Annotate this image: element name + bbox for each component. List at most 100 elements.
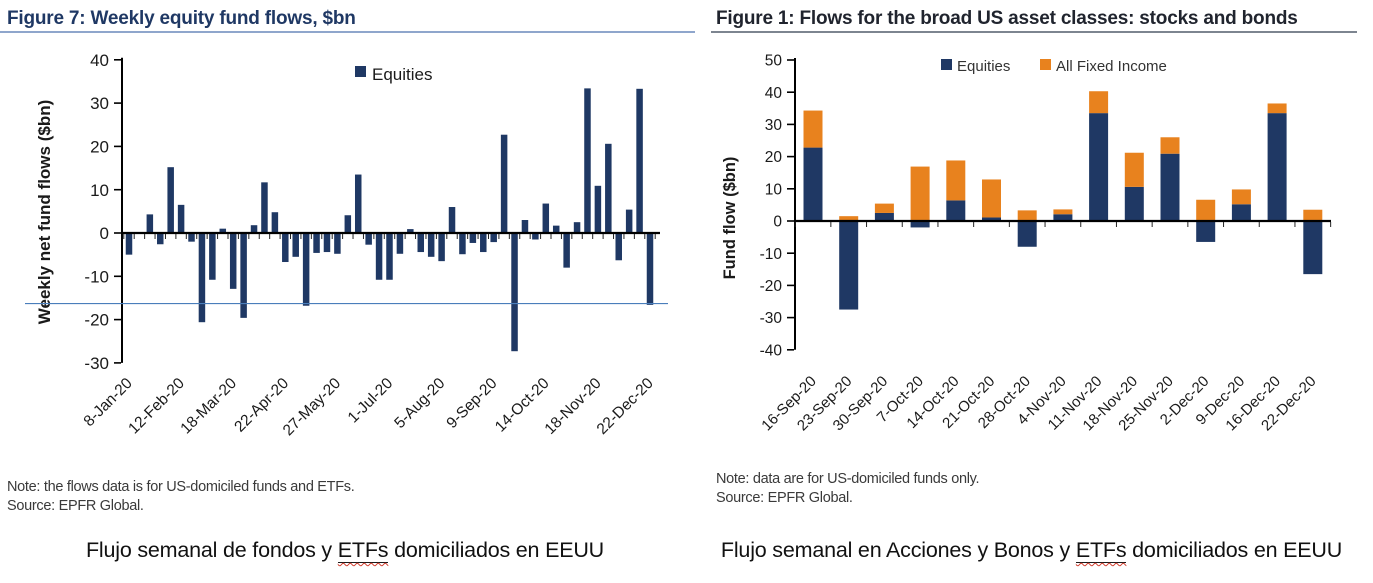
bar-equities — [261, 182, 268, 233]
bar-equities — [605, 143, 612, 233]
bar-equities — [469, 233, 477, 243]
bar-equities — [240, 233, 247, 318]
y-axis-title: Weekly net fund flows ($bn) — [35, 100, 54, 324]
y-tick-label: 10 — [765, 181, 783, 198]
bar-fixed-income — [874, 203, 894, 213]
y-tick-label: 40 — [90, 51, 109, 70]
x-tick-label: 22-Dec-20 — [594, 375, 657, 438]
legend-label-equities: Equities — [957, 58, 1010, 75]
figure7-note: Note: the flows data is for US-domiciled… — [7, 478, 355, 516]
bar-equities — [532, 233, 539, 240]
y-tick-label: -30 — [760, 310, 783, 327]
y-tick-label: 20 — [90, 138, 109, 157]
bar-fixed-income — [1124, 152, 1144, 187]
bar-fixed-income — [1089, 91, 1109, 114]
bar-equities — [839, 221, 859, 310]
bar-equities — [1196, 221, 1216, 242]
legend-label-fixed-income: All Fixed Income — [1056, 58, 1167, 75]
y-tick-label: 50 — [765, 53, 783, 70]
bar-equities — [375, 233, 383, 280]
bar-fixed-income — [839, 216, 859, 221]
bar-equities — [1017, 221, 1037, 247]
figure1-caption: Flujo semanal en Acciones y Bonos y ETFs… — [690, 538, 1373, 563]
bar-equities — [594, 185, 602, 233]
bar-fixed-income — [1053, 209, 1073, 215]
bar-equities — [1231, 204, 1251, 221]
bar-equities — [219, 228, 227, 233]
figure7-title-rule — [0, 31, 695, 33]
figure1-title: Figure 1: Flows for the broad US asset c… — [716, 8, 1298, 29]
bar-equities — [292, 233, 299, 257]
bar-equities — [302, 233, 310, 306]
figure1-note: Note: data are for US-domiciled funds on… — [716, 470, 980, 508]
x-tick-label: 1-Jul-20 — [345, 375, 397, 427]
y-tick-label: -20 — [760, 278, 783, 295]
legend-swatch-fixed-income — [1040, 59, 1051, 70]
bar-equities — [511, 233, 518, 352]
y-tick-label: -30 — [84, 354, 109, 373]
bar-fixed-income — [1196, 199, 1216, 221]
caption-text: domiciliados en EEUU — [388, 538, 604, 562]
bar-equities — [1160, 153, 1180, 221]
bar-equities — [146, 214, 154, 233]
bar-equities — [177, 204, 185, 233]
bar-fixed-income — [982, 179, 1001, 218]
bar-equities — [500, 134, 508, 233]
bar-equities — [365, 233, 372, 245]
bar-equities — [323, 233, 331, 253]
figure7-caption: Flujo semanal de fondos y ETFs domicilia… — [0, 538, 690, 563]
bar-equities — [167, 167, 174, 233]
x-tick-label: 18-Mar-20 — [177, 375, 240, 438]
bar-equities — [407, 229, 414, 233]
figure7-title: Figure 7: Weekly equity fund flows, $bn — [7, 8, 356, 29]
legend-swatch-equities — [941, 59, 952, 70]
bar-equities — [563, 233, 570, 268]
bar-equities — [1089, 113, 1109, 221]
bar-fixed-income — [1303, 209, 1323, 221]
y-tick-label: 10 — [90, 181, 109, 200]
y-tick-label: 20 — [765, 149, 783, 166]
figure7-panel: Figure 7: Weekly equity fund flows, $bn … — [0, 8, 695, 563]
source-line: Source: EPFR Global. — [7, 498, 144, 514]
bar-equities — [542, 203, 550, 233]
source-line: Source: EPFR Global. — [716, 490, 853, 506]
bar-equities — [250, 225, 258, 233]
bar-equities — [438, 233, 445, 262]
bar-equities — [803, 147, 823, 221]
y-tick-label: 30 — [90, 94, 109, 113]
x-tick-label: 5-Aug-20 — [391, 375, 448, 432]
bar-equities — [229, 233, 237, 289]
bar-equities — [584, 88, 591, 234]
y-tick-label: 0 — [773, 214, 782, 231]
bar-equities — [1053, 214, 1073, 221]
bar-equities — [344, 215, 352, 233]
bar-equities — [480, 233, 487, 253]
bar-equities — [209, 233, 216, 280]
bar-fixed-income — [946, 160, 966, 201]
bar-equities — [946, 200, 966, 221]
bar-equities — [646, 233, 654, 305]
bar-equities — [271, 212, 279, 233]
bar-equities — [282, 233, 289, 263]
y-tick-label: 40 — [765, 85, 783, 102]
y-tick-label: -10 — [84, 267, 109, 286]
bar-equities — [615, 233, 622, 261]
y-tick-label: -20 — [84, 311, 109, 330]
bar-fixed-income — [1017, 210, 1037, 221]
bar-equities — [982, 217, 1001, 221]
bar-equities — [313, 233, 320, 253]
caption-spellcheck-word: ETFs — [1075, 538, 1127, 563]
legend-label-equities: Equities — [372, 65, 432, 84]
bar-equities — [459, 233, 466, 255]
bar-fixed-income — [910, 166, 930, 221]
bar-equities — [552, 225, 560, 233]
bar-equities — [636, 88, 643, 233]
bar-equities — [396, 233, 404, 254]
bar-equities — [448, 207, 456, 233]
bar-fixed-income — [1267, 103, 1287, 114]
bar-equities — [573, 222, 581, 233]
bar-equities — [874, 212, 894, 221]
bar-equities — [334, 233, 341, 254]
bar-equities — [1303, 221, 1323, 275]
